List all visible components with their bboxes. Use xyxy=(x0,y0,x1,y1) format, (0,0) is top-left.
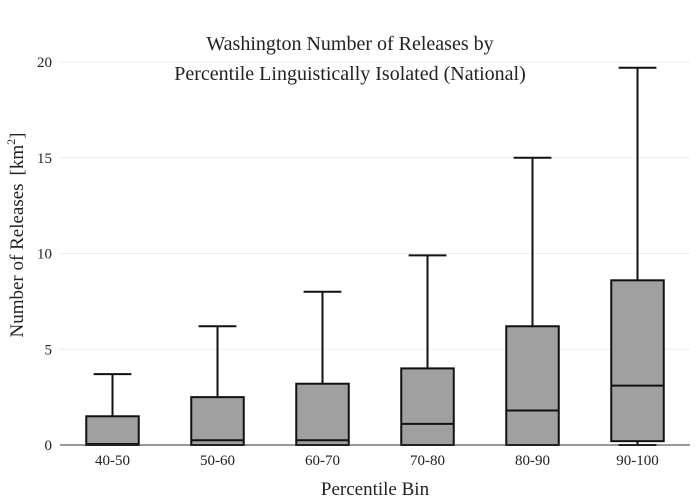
y-axis-title-unit: [km xyxy=(7,145,28,176)
y-gridlines xyxy=(60,61,690,350)
box-70-80 xyxy=(400,254,455,446)
box-iqr xyxy=(505,325,560,446)
x-tick-label: 50-60 xyxy=(200,453,235,469)
chart-title: Washington Number of Releases by Percent… xyxy=(174,33,526,85)
y-axis-title-unit-sup: 2 xyxy=(4,139,18,145)
x-tick-label: 80-90 xyxy=(515,453,550,469)
x-tick-label: 60-70 xyxy=(305,453,340,469)
y-tick-label: 0 xyxy=(45,438,53,454)
box-90-100 xyxy=(610,66,665,446)
box-iqr xyxy=(85,415,140,446)
x-tick-label: 70-80 xyxy=(410,453,445,469)
box-60-70 xyxy=(295,290,350,446)
box-40-50 xyxy=(85,373,140,446)
x-tick-labels: 40-50 50-60 60-70 70-80 80-90 90-100 xyxy=(95,453,659,469)
y-axis-title-unit-end: ] xyxy=(7,133,28,139)
x-tick-label: 40-50 xyxy=(95,453,130,469)
x-tick-label: 90-100 xyxy=(616,453,659,469)
y-tick-labels: 0 5 10 15 20 xyxy=(37,55,52,454)
y-tick-label: 20 xyxy=(37,55,52,71)
y-tick-label: 15 xyxy=(37,151,52,167)
box-80-90 xyxy=(505,156,560,446)
box-series xyxy=(85,66,665,446)
box-iqr xyxy=(400,367,455,446)
chart-title-line-1: Washington Number of Releases by xyxy=(206,33,493,55)
box-iqr xyxy=(190,396,245,446)
y-axis-title-main: Number of Releases xyxy=(7,183,28,337)
chart-title-line-2: Percentile Linguistically Isolated (Nati… xyxy=(174,63,526,85)
y-axis-title: Number of Releases [km2] xyxy=(4,133,28,338)
box-iqr xyxy=(610,279,665,443)
y-tick-label: 10 xyxy=(37,247,52,263)
y-tick-label: 5 xyxy=(45,342,53,358)
box-50-60 xyxy=(190,325,245,446)
box-iqr xyxy=(295,382,350,446)
x-axis-title: Percentile Bin xyxy=(321,479,430,500)
